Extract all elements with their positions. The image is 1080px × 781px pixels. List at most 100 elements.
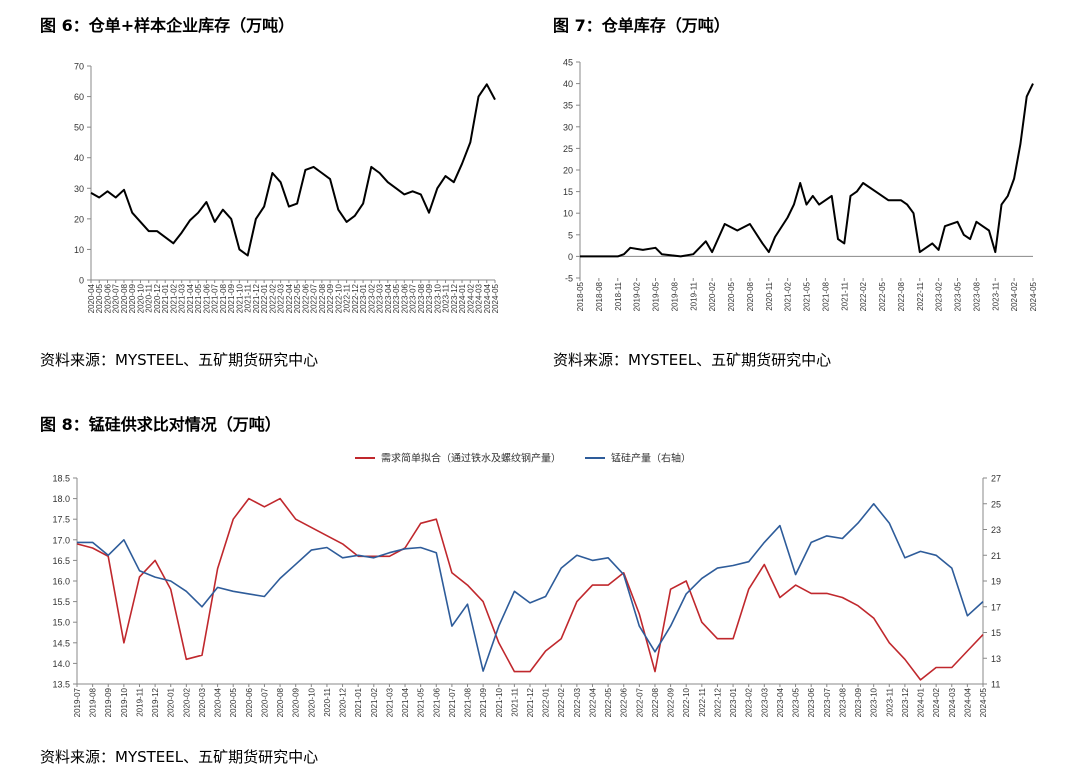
fig7-x-tick-label: 2020-02 [708,281,717,311]
fig6-x-tick-label: 2022-10 [334,283,343,313]
fig8-x-tick-label: 2019-08 [89,687,98,717]
fig8-y-tick-label: 15.0 [52,618,70,628]
fig6-x-tick-label: 2021-01 [161,283,170,313]
fig6-x-tick-label: 2023-08 [417,283,426,313]
fig7-x-tick-label: 2019-02 [633,281,642,311]
fig6-x-tick-label: 2022-12 [351,283,360,313]
fig6-x-tick-label: 2021-09 [227,283,236,313]
fig8-y2-tick-label: 23 [991,525,1001,535]
fig8-x-tick-label: 2024-01 [917,687,926,717]
fig6-x-tick-label: 2021-11 [244,283,253,312]
fig7-x-tick-label: 2018-08 [595,281,604,311]
fig6-x-tick-label: 2021-03 [178,283,187,313]
fig6-x-tick-label: 2022-02 [268,283,277,313]
fig7-y-tick-label: 25 [563,144,573,154]
fig7-y-tick-label: 0 [568,252,573,262]
fig8-x-tick-label: 2019-10 [120,687,129,717]
fig6-x-tick-label: 2020-04 [87,283,96,313]
fig7-x-tick-label: 2022-02 [859,281,868,311]
fig8-x-tick-label: 2024-03 [948,687,957,717]
fig6-title: 图 6：仓单+样本企业库存（万吨） [40,16,295,35]
fig6-x-tick-label: 2022-06 [301,283,310,313]
fig8-y2-tick-label: 11 [991,680,1000,690]
fig6-x-tick-label: 2023-02 [367,283,376,313]
fig8-x-tick-label: 2024-04 [963,687,972,717]
fig8-x-tick-label: 2023-04 [776,687,785,717]
fig6-x-tick-label: 2020-08 [120,283,129,313]
fig6-x-tick-label: 2022-04 [285,283,294,313]
fig8-y-tick-label: 14.5 [52,638,70,648]
fig8-x-tick-label: 2022-10 [682,687,691,717]
fig7-x-tick-label: 2023-02 [935,281,944,311]
fig8-x-tick-label: 2021-12 [526,687,535,717]
fig8-x-tick-label: 2020-05 [229,687,238,717]
fig6-y-tick-label: 0 [79,276,84,286]
fig8-x-tick-label: 2019-11 [135,687,144,716]
fig7-x-tick-label: 2020-08 [746,281,755,311]
fig8-y-tick-label: 16.0 [52,577,70,587]
fig8-x-tick-label: 2023-07 [823,687,832,717]
fig7-y-tick-label: 40 [563,79,573,89]
fig8-x-tick-label: 2020-12 [339,687,348,717]
fig7-y-tick-label: 30 [563,122,573,132]
fig7-x-tick-label: 2019-05 [652,281,661,311]
fig8-x-tick-label: 2022-11 [698,687,707,716]
fig6-y-tick-label: 60 [74,92,84,102]
fig7-x-tick-label: 2021-08 [821,281,830,311]
fig8-x-tick-label: 2019-09 [104,687,113,717]
fig8-x-tick-label: 2024-02 [932,687,941,717]
fig8-x-tick-label: 2022-07 [635,687,644,717]
fig8-x-tick-label: 2022-12 [713,687,722,717]
fig8-y2-tick-label: 15 [991,628,1001,638]
fig6-x-tick-label: 2021-12 [252,283,261,313]
fig8-x-tick-label: 2021-11 [510,687,519,716]
fig6-x-tick-label: 2022-09 [326,283,335,313]
fig8-x-tick-label: 2021-08 [464,687,473,717]
fig8-x-tick-label: 2022-03 [573,687,582,717]
fig8-y-tick-label: 13.5 [52,680,70,690]
fig8-x-tick-label: 2020-08 [276,687,285,717]
fig6-x-tick-label: 2020-12 [153,283,162,313]
fig8-x-tick-label: 2020-02 [182,687,191,717]
fig8-y-tick-label: 18.5 [52,474,70,484]
fig6-x-tick-label: 2020-09 [128,283,137,313]
fig6-x-tick-label: 2020-10 [136,283,145,313]
fig7-y-tick-label: 20 [563,166,573,176]
fig6-x-tick-label: 2020-07 [112,283,121,313]
fig8-x-tick-label: 2024-05 [979,687,988,717]
fig7-y-tick-label: 45 [563,58,573,68]
fig6-x-tick-label: 2022-03 [277,283,286,313]
fig6-x-tick-label: 2021-08 [219,283,228,313]
fig6-x-tick-label: 2023-06 [400,283,409,313]
fig8-x-tick-label: 2021-03 [385,687,394,717]
fig7-x-tick-label: 2021-02 [784,281,793,311]
fig7-source: 资料来源：MYSTEEL、五矿期货研究中心 [553,351,832,369]
fig7-x-tick-label: 2019-11 [689,281,698,310]
fig8-x-tick-label: 2023-01 [729,687,738,717]
fig6-x-tick-label: 2021-04 [186,283,195,313]
fig6-x-tick-label: 2023-01 [359,283,368,313]
fig8-x-tick-label: 2020-01 [167,687,176,717]
fig8-x-tick-label: 2021-10 [495,687,504,717]
fig6-x-tick-label: 2022-08 [318,283,327,313]
fig6-x-tick-label: 2020-11 [145,283,154,312]
fig8-x-tick-label: 2023-09 [854,687,863,717]
fig7-x-tick-label: 2020-11 [765,281,774,310]
fig8-x-tick-label: 2020-11 [323,687,332,716]
fig6-series-line-0 [90,83,496,257]
fig8-x-tick-label: 2023-02 [745,687,754,717]
fig8-chart: 13.5 14.0 14.5 15.0 15.5 16.0 16.5 17.0 17.5 18.0… [52,452,1001,718]
fig7-x-tick-label: 2021-11 [840,281,849,310]
fig8-title: 图 8：锰硅供求比对情况（万吨） [40,415,281,434]
fig7-x-tick-label: 2024-02 [1010,281,1019,311]
fig7-y-tick-label: 5 [568,230,573,240]
fig8-x-tick-label: 2022-06 [620,687,629,717]
fig8-y-tick-label: 15.5 [52,597,70,607]
fig6-x-tick-label: 2023-05 [392,283,401,313]
fig6-x-tick-label: 2021-10 [235,283,244,313]
fig8-x-tick-label: 2020-09 [292,687,301,717]
fig8-x-tick-label: 2022-04 [588,687,597,717]
fig8-legend-label-0: 需求简单拟合（通过铁水及螺纹钢产量） [381,452,561,465]
fig8-x-tick-label: 2021-04 [401,687,410,717]
